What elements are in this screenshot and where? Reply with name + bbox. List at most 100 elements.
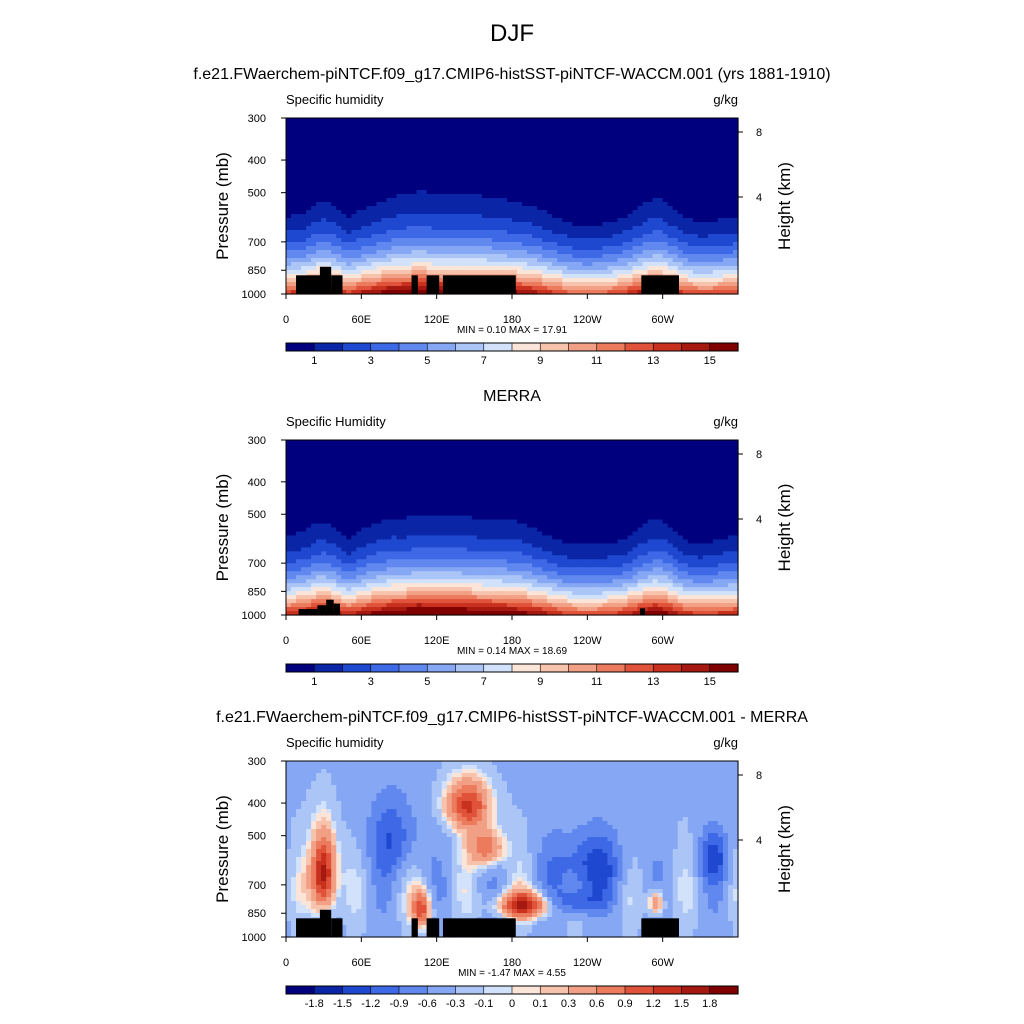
- field-cell: [587, 186, 593, 191]
- field-cell: [707, 459, 714, 465]
- field-cell: [697, 118, 704, 123]
- field-cell: [527, 250, 533, 255]
- field-cell: [366, 174, 372, 179]
- field-cell: [557, 182, 563, 187]
- field-cell: [316, 440, 322, 445]
- field-cell: [527, 162, 533, 167]
- field-cell: [291, 274, 297, 279]
- field-cell: [311, 459, 317, 465]
- field-cell: [466, 254, 473, 259]
- field-cell: [406, 274, 413, 279]
- field-cell: [316, 146, 322, 151]
- field-cell: [286, 194, 292, 199]
- field-cell: [431, 198, 438, 203]
- field-cell: [336, 122, 342, 127]
- field-cell: [547, 250, 553, 255]
- field-cell: [702, 166, 709, 171]
- field-cell: [411, 440, 418, 445]
- field-cell: [456, 250, 463, 255]
- field-cell: [632, 138, 639, 143]
- field-cell: [296, 126, 302, 131]
- field-cell: [431, 150, 438, 155]
- field-cell: [466, 154, 473, 159]
- field-cell: [441, 218, 448, 223]
- field-cell: [637, 447, 644, 453]
- field-cell: [431, 218, 438, 223]
- field-cell: [376, 262, 383, 267]
- field-cell: [667, 238, 674, 243]
- field-cell: [522, 475, 528, 481]
- field-cell: [727, 226, 734, 231]
- field-cell: [717, 451, 724, 457]
- field-cell: [326, 162, 332, 167]
- field-cell: [416, 286, 423, 291]
- field-cell: [431, 134, 438, 139]
- terrain-block: [411, 275, 418, 294]
- field-cell: [411, 178, 418, 183]
- field-cell: [351, 278, 357, 283]
- field-cell: [481, 210, 488, 215]
- field-cell: [682, 242, 689, 247]
- field-cell: [627, 174, 634, 179]
- field-cell: [391, 190, 398, 195]
- field-cell: [326, 166, 332, 171]
- field-cell: [687, 130, 694, 135]
- field-cell: [426, 266, 433, 271]
- field-cell: [366, 202, 372, 207]
- field-cell: [682, 186, 689, 191]
- field-cell: [421, 262, 428, 267]
- field-cell: [642, 447, 649, 453]
- field-cell: [632, 286, 639, 291]
- field-cell: [296, 270, 302, 275]
- field-cell: [577, 162, 583, 167]
- field-cell: [361, 242, 367, 247]
- field-cell: [652, 226, 659, 231]
- field-cell: [311, 266, 317, 271]
- field-cell: [376, 440, 383, 445]
- field-cell: [471, 134, 478, 139]
- field-cell: [431, 443, 438, 449]
- field-cell: [547, 471, 553, 477]
- colorbar-label: 1: [311, 355, 317, 367]
- field-cell: [732, 451, 739, 457]
- field-cell: [652, 154, 659, 159]
- field-cell: [296, 443, 302, 449]
- field-cell: [722, 170, 729, 175]
- field-cell: [451, 130, 458, 135]
- field-cell: [486, 479, 493, 485]
- field-cell: [597, 286, 603, 291]
- field-cell: [602, 194, 609, 199]
- field-cell: [537, 158, 543, 163]
- field-cell: [446, 258, 453, 263]
- field-cell: [522, 198, 528, 203]
- y2-axis-label: Height (km): [775, 162, 794, 250]
- field-cell: [411, 451, 418, 457]
- field-cell: [471, 198, 478, 203]
- field-cell: [291, 262, 297, 267]
- field-cell: [326, 451, 332, 457]
- field-cell: [582, 122, 588, 127]
- field-cell: [321, 146, 327, 151]
- field-cell: [702, 142, 709, 147]
- field-cell: [306, 467, 312, 473]
- field-cell: [717, 194, 724, 199]
- field-cell: [336, 250, 342, 255]
- field-cell: [301, 467, 307, 473]
- field-cell: [451, 455, 458, 461]
- field-cell: [532, 475, 538, 481]
- field-cell: [346, 214, 352, 219]
- field-cell: [306, 138, 312, 143]
- field-cell: [662, 126, 669, 131]
- field-cell: [286, 451, 292, 457]
- field-cell: [386, 262, 393, 267]
- field-cell: [296, 471, 302, 477]
- field-cell: [386, 246, 393, 251]
- field-cell: [461, 463, 468, 469]
- field-cell: [517, 463, 523, 469]
- field-cell: [637, 278, 644, 283]
- field-cell: [702, 467, 709, 473]
- field-cell: [301, 254, 307, 259]
- field-cell: [637, 186, 644, 191]
- field-cell: [321, 218, 327, 223]
- field-cell: [366, 182, 372, 187]
